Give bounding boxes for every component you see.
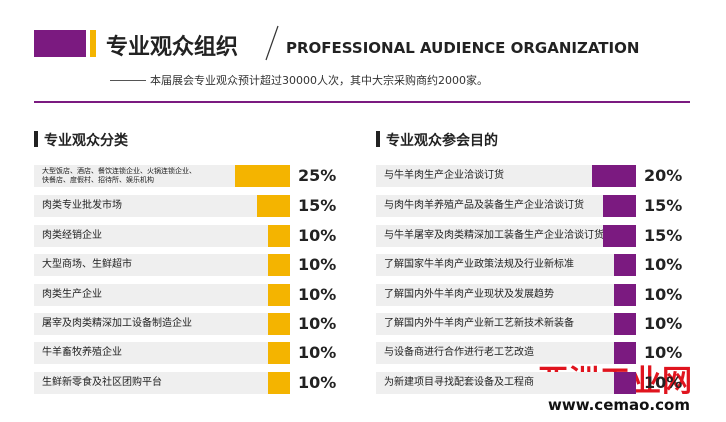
dash xyxy=(110,80,146,81)
row: 大型饭店、酒店、餐饮连锁企业、火锅连锁企业、 快餐店、度假村、招待所、娱乐机构 xyxy=(34,165,290,187)
bar xyxy=(614,284,636,306)
bar xyxy=(614,372,636,394)
value-label: 10% xyxy=(644,314,683,333)
section-title: 专业观众分类 xyxy=(44,133,128,149)
bar xyxy=(592,165,636,187)
row-label: 大型商场、生鲜超市 xyxy=(42,259,132,270)
row: 与设备商进行合作进行老工艺改造 xyxy=(376,342,636,364)
value-label: 10% xyxy=(298,373,337,392)
row-label: 肉类经销企业 xyxy=(42,230,102,241)
row-label: 了解国内外牛羊肉产业新工艺新技术新装备 xyxy=(384,318,574,329)
row-label: 了解国家牛羊肉产业政策法规及行业新标准 xyxy=(384,259,574,270)
bar xyxy=(268,225,290,247)
bar xyxy=(603,225,636,247)
row: 与牛羊肉生产企业洽谈订货 xyxy=(376,165,636,187)
row: 肉类经销企业 xyxy=(34,225,290,247)
row: 屠宰及肉类精深加工设备制造企业 xyxy=(34,313,290,335)
row-label: 肉类生产企业 xyxy=(42,289,102,300)
value-label: 20% xyxy=(644,166,683,185)
row-label: 与牛羊肉生产企业洽谈订货 xyxy=(384,170,504,181)
value-label: 10% xyxy=(298,285,337,304)
row: 了解国内外牛羊肉产业新工艺新技术新装备 xyxy=(376,313,636,335)
value-label: 10% xyxy=(298,343,337,362)
value-label: 10% xyxy=(644,255,683,274)
value-label: 15% xyxy=(644,196,683,215)
row: 肉类专业批发市场 xyxy=(34,195,290,217)
value-label: 25% xyxy=(298,166,337,185)
yellow-block xyxy=(90,30,96,57)
slash xyxy=(265,25,279,61)
row: 了解国内外牛羊肉产业现状及发展趋势 xyxy=(376,284,636,306)
value-label: 10% xyxy=(644,373,683,392)
row: 与肉牛肉羊养殖产品及装备生产企业洽谈订货 xyxy=(376,195,636,217)
bar xyxy=(268,372,290,394)
section-marker xyxy=(376,131,380,147)
value-label: 10% xyxy=(298,255,337,274)
row-label: 与肉牛肉羊养殖产品及装备生产企业洽谈订货 xyxy=(384,200,584,211)
bar xyxy=(235,165,290,187)
value-label: 10% xyxy=(298,226,337,245)
value-label: 10% xyxy=(298,314,337,333)
row-label: 生鲜新零食及社区团购平台 xyxy=(42,377,162,388)
row: 大型商场、生鲜超市 xyxy=(34,254,290,276)
row: 生鲜新零食及社区团购平台 xyxy=(34,372,290,394)
section-title: 专业观众参会目的 xyxy=(386,133,498,149)
row-label: 牛羊畜牧养殖企业 xyxy=(42,347,122,358)
subtitle: 本届展会专业观众预计超过30000人次，其中大宗采购商约2000家。 xyxy=(150,74,488,87)
value-label: 15% xyxy=(298,196,337,215)
bar xyxy=(257,195,290,217)
bar xyxy=(268,313,290,335)
purple-block xyxy=(34,30,86,57)
row-label: 与牛羊屠宰及肉类精深加工装备生产企业洽谈订货 xyxy=(384,230,604,241)
row-label: 屠宰及肉类精深加工设备制造企业 xyxy=(42,318,192,329)
value-label: 15% xyxy=(644,226,683,245)
row: 肉类生产企业 xyxy=(34,284,290,306)
bar xyxy=(603,195,636,217)
title-en: PROFESSIONAL AUDIENCE ORGANIZATION xyxy=(286,39,640,57)
watermark-url: www.cemao.com xyxy=(548,396,690,414)
row-label: 了解国内外牛羊肉产业现状及发展趋势 xyxy=(384,289,554,300)
row-label: 为新建项目寻找配套设备及工程商 xyxy=(384,377,534,388)
bar xyxy=(614,254,636,276)
title: 专业观众组织 xyxy=(106,35,239,60)
section-marker xyxy=(34,131,38,147)
row-label: 肉类专业批发市场 xyxy=(42,200,122,211)
bar xyxy=(614,342,636,364)
divider xyxy=(34,101,690,103)
bar xyxy=(614,313,636,335)
bar xyxy=(268,342,290,364)
row: 了解国家牛羊肉产业政策法规及行业新标准 xyxy=(376,254,636,276)
row: 牛羊畜牧养殖企业 xyxy=(34,342,290,364)
row-label: 与设备商进行合作进行老工艺改造 xyxy=(384,347,534,358)
row-label: 大型饭店、酒店、餐饮连锁企业、火锅连锁企业、 快餐店、度假村、招待所、娱乐机构 xyxy=(42,167,196,184)
row: 与牛羊屠宰及肉类精深加工装备生产企业洽谈订货 xyxy=(376,225,636,247)
bar xyxy=(268,254,290,276)
row: 为新建项目寻找配套设备及工程商 xyxy=(376,372,636,394)
bar xyxy=(268,284,290,306)
value-label: 10% xyxy=(644,343,683,362)
value-label: 10% xyxy=(644,285,683,304)
